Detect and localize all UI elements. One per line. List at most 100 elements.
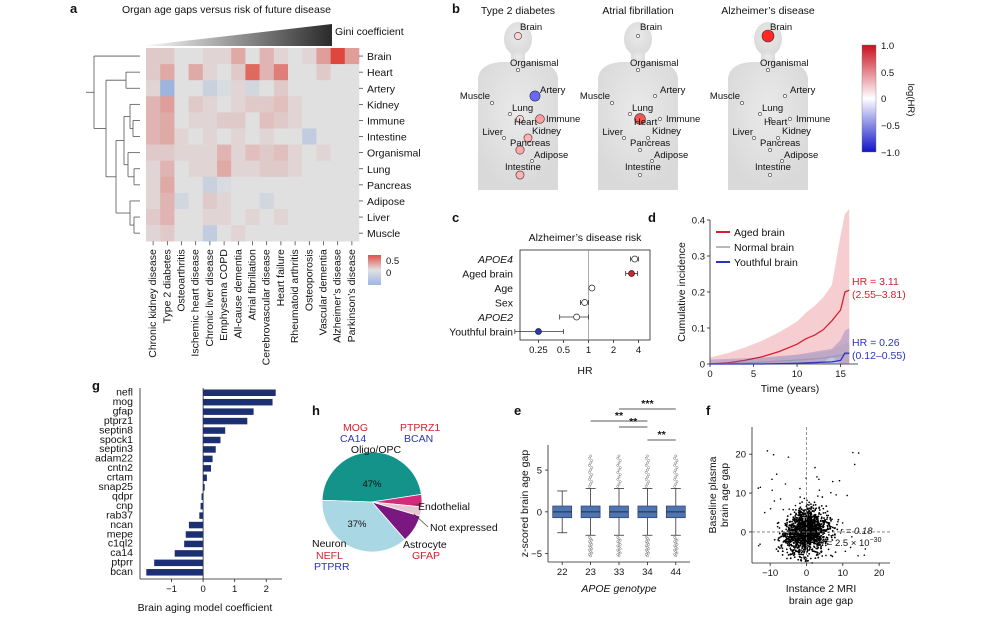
scatter-point bbox=[794, 509, 797, 511]
scatter-point bbox=[786, 538, 788, 541]
coef-gene-label: ptprz1 bbox=[104, 415, 133, 427]
heatmap-cell bbox=[217, 209, 232, 226]
coef-x-tick-label: 1 bbox=[232, 584, 237, 595]
scatter-point bbox=[819, 513, 822, 516]
box-outlier bbox=[644, 548, 648, 552]
scatter-point bbox=[829, 516, 832, 519]
organ-label: Kidney bbox=[532, 126, 561, 137]
heatmap-cell bbox=[188, 209, 204, 226]
scatter-point bbox=[807, 516, 809, 519]
scatter-point bbox=[824, 519, 827, 522]
body-neck bbox=[511, 52, 525, 64]
box-outlier bbox=[590, 551, 594, 555]
scatter-point bbox=[784, 541, 787, 544]
box-sig-label: ** bbox=[658, 429, 667, 441]
scatter-point bbox=[757, 544, 760, 547]
scatter-point bbox=[803, 557, 806, 560]
organ-label: Artery bbox=[790, 85, 816, 96]
organ-marker bbox=[523, 133, 533, 143]
organ-label: Muscle bbox=[580, 91, 610, 102]
scatter-point bbox=[775, 473, 778, 476]
scatter-point bbox=[812, 525, 814, 528]
scatter-point bbox=[803, 513, 805, 516]
heatmap-cell bbox=[259, 176, 275, 194]
scatter-point bbox=[814, 525, 816, 528]
scatter-point bbox=[857, 452, 860, 454]
scatter-point bbox=[792, 542, 795, 545]
scatter-point bbox=[805, 515, 808, 518]
heatmap-cell bbox=[146, 64, 161, 81]
scatter-point bbox=[808, 515, 810, 518]
scatter-point bbox=[775, 548, 778, 551]
heatmap-cell bbox=[330, 80, 346, 97]
scatter-point bbox=[813, 501, 816, 504]
scatter-point bbox=[833, 527, 836, 530]
scatter-point bbox=[810, 512, 813, 514]
box-outlier bbox=[589, 537, 592, 541]
box-outlier bbox=[618, 543, 622, 546]
gene-bcan: BCAN bbox=[404, 433, 433, 445]
heatmap-cell bbox=[188, 96, 204, 113]
scatter-point bbox=[788, 536, 791, 539]
coef-gene-label: c1ql2 bbox=[108, 538, 133, 550]
organ-marker bbox=[768, 173, 772, 177]
coef-bar bbox=[203, 436, 221, 444]
forest-row-label: Age bbox=[494, 283, 513, 295]
scatter-point bbox=[816, 553, 818, 555]
organ-label: Immune bbox=[666, 114, 700, 125]
scatter-point bbox=[837, 518, 840, 521]
hr-colorbar-tick-4: −0.5 bbox=[881, 121, 900, 132]
scatter-point bbox=[792, 549, 795, 552]
scatter-point bbox=[782, 508, 785, 511]
organ-marker bbox=[622, 136, 626, 140]
scatter-point bbox=[812, 550, 815, 553]
box-outlier bbox=[617, 537, 621, 541]
box-outlier bbox=[617, 541, 621, 545]
heatmap-col-label: Heart failure bbox=[275, 249, 287, 306]
scatter-point bbox=[794, 518, 797, 521]
scatter-point bbox=[817, 526, 820, 529]
scatter-point bbox=[825, 529, 828, 531]
organ-marker bbox=[508, 112, 512, 116]
scatter-point bbox=[809, 540, 812, 543]
heatmap-cell bbox=[288, 209, 303, 226]
box-outlier bbox=[589, 550, 592, 553]
forest-row-label: Aged brain bbox=[462, 269, 513, 281]
scatter-point bbox=[853, 463, 856, 466]
scatter-point bbox=[830, 491, 832, 494]
box-outlier bbox=[616, 548, 620, 552]
heatmap-cell bbox=[344, 80, 360, 97]
coef-gene-label: septin8 bbox=[99, 424, 133, 436]
heatmap-cell bbox=[344, 112, 360, 129]
scatter-point bbox=[796, 543, 799, 546]
scatter-point bbox=[794, 549, 797, 552]
km-y-tick-label: 0 bbox=[700, 360, 705, 371]
box-outlier bbox=[675, 480, 679, 483]
scatter-point bbox=[811, 527, 814, 530]
scatter-point bbox=[801, 550, 804, 553]
panel-f-letter: f bbox=[706, 403, 711, 418]
box-outlier bbox=[675, 538, 679, 542]
heatmap-cell bbox=[160, 192, 175, 210]
heatmap-cell bbox=[330, 209, 346, 226]
heatmap-cell bbox=[202, 48, 218, 65]
heatmap-cell bbox=[273, 192, 289, 210]
coef-bar bbox=[185, 531, 204, 538]
scatter-point bbox=[790, 535, 793, 538]
scatter-x-tick-label: 0 bbox=[804, 568, 809, 579]
heatmap-cell bbox=[146, 144, 161, 161]
scatter-point bbox=[810, 518, 813, 521]
body-map: Atrial fibrillation Brain Organismal Artery… bbox=[580, 5, 700, 190]
scatter-point bbox=[804, 556, 807, 559]
box-x-tick-label: 22 bbox=[557, 567, 568, 578]
scatter-point bbox=[791, 523, 794, 526]
heatmap-cell bbox=[316, 192, 331, 210]
box-outlier bbox=[647, 551, 650, 555]
scatter-point bbox=[803, 525, 806, 528]
scatter-y-tick-label: 0 bbox=[741, 527, 746, 538]
scatter-point bbox=[777, 550, 780, 553]
scatter-point bbox=[816, 516, 819, 519]
scatter-point bbox=[804, 542, 806, 545]
heatmap-cell bbox=[231, 96, 246, 113]
organ-marker bbox=[638, 173, 642, 177]
